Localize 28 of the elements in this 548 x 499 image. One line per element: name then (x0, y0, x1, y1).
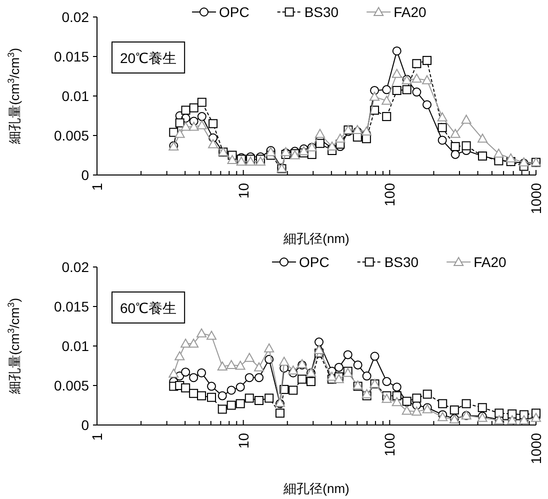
y-tick-label: 0.02 (62, 259, 90, 275)
legend-label: FA20 (394, 4, 426, 20)
x-tick-label: 10 (235, 182, 252, 199)
y-tick-label: 0 (81, 417, 90, 433)
y-tick-label: 0 (81, 167, 90, 183)
text: 20℃養生 (120, 50, 177, 66)
y-tick-label: 0.015 (54, 298, 90, 314)
x-tick-label: 1000 (528, 432, 544, 464)
text: 60℃養生 (120, 300, 177, 316)
x-tick-label: 10 (235, 432, 252, 449)
y-tick-label: 0.01 (62, 88, 90, 104)
legend-label: BS30 (384, 254, 419, 270)
legend-label: BS30 (304, 4, 339, 20)
x-axis-title: 細孔径(nm) (282, 231, 350, 246)
y-tick-label: 0.015 (54, 48, 90, 64)
x-tick-label: 1000 (528, 182, 544, 214)
x-tick-label: 100 (382, 432, 398, 456)
legend-label: OPC (299, 254, 330, 270)
y-tick-label: 0.005 (54, 378, 90, 394)
x-tick-label: 100 (382, 182, 398, 206)
legend-label: FA20 (474, 254, 506, 270)
x-tick-label: 1 (89, 432, 105, 441)
y-tick-label: 0.01 (62, 338, 90, 354)
y-tick-label: 0.005 (54, 128, 90, 144)
legend-label: OPC (219, 4, 250, 20)
x-axis-title: 細孔径(nm) (282, 481, 350, 496)
y-tick-label: 0.02 (62, 9, 90, 25)
x-tick-label: 1 (89, 182, 105, 191)
